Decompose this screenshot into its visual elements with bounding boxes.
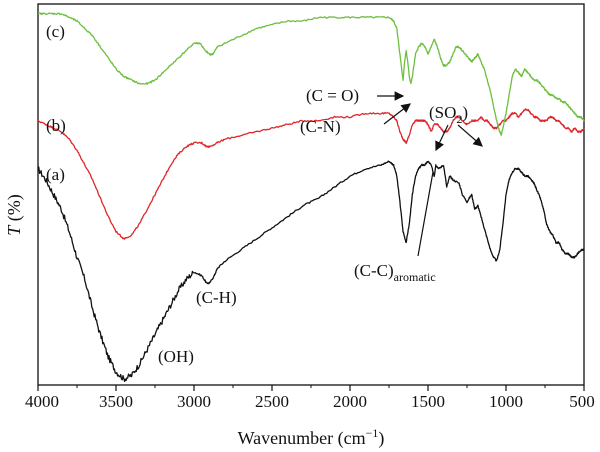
- x-tick-label: 4000: [25, 392, 59, 411]
- label-so2-main: (SO: [429, 103, 456, 122]
- label-series-b: (b): [46, 116, 66, 135]
- y-axis-title-italic: T: [4, 224, 24, 236]
- y-axis-title-rest: (%): [4, 194, 25, 225]
- arrow-so2-left: [435, 124, 449, 152]
- series-line-b: [37, 108, 585, 240]
- x-axis-title-main: Wavenumber (cm: [238, 428, 366, 449]
- label-cn: (C-N): [300, 117, 341, 136]
- x-tick-label: 500: [569, 392, 595, 411]
- arrow-cn: [383, 103, 411, 125]
- arrow-cc: [417, 171, 434, 257]
- label-series-c: (c): [46, 22, 65, 41]
- y-axis-title: T (%): [4, 194, 25, 236]
- series-line-a: [37, 160, 585, 383]
- x-tick-label: 3500: [99, 392, 133, 411]
- x-axis-title-close: ): [378, 428, 384, 449]
- series-line-c: [37, 12, 585, 136]
- arrow-so2-right: [457, 124, 483, 147]
- label-cc-sub: aromatic: [394, 270, 436, 284]
- label-so2: (SO2): [429, 103, 468, 126]
- x-axis-ticks: 4000 3500 3000 2500 2000 1500 1000 500: [25, 385, 595, 411]
- x-tick-label: 2500: [255, 392, 289, 411]
- x-tick-label: 2000: [333, 392, 367, 411]
- x-tick-label: 1500: [411, 392, 445, 411]
- label-series-a: (a): [46, 165, 65, 184]
- x-tick-label: 3000: [177, 392, 211, 411]
- x-axis-title-sup: −1: [366, 426, 379, 440]
- plot-frame: [37, 3, 585, 386]
- label-so2-sub: 2: [456, 112, 462, 126]
- label-ch: (C-H): [196, 288, 237, 307]
- label-co: (C = O): [306, 86, 359, 105]
- label-cc-main: (C-C): [354, 261, 394, 280]
- label-so2-close: ): [462, 103, 468, 122]
- x-tick-label: 1000: [489, 392, 523, 411]
- label-cc-aromatic: (C-C)aromatic: [354, 261, 436, 284]
- x-axis-title: Wavenumber (cm−1): [238, 426, 385, 449]
- series-layer: [37, 12, 585, 383]
- label-oh: (OH): [158, 347, 194, 366]
